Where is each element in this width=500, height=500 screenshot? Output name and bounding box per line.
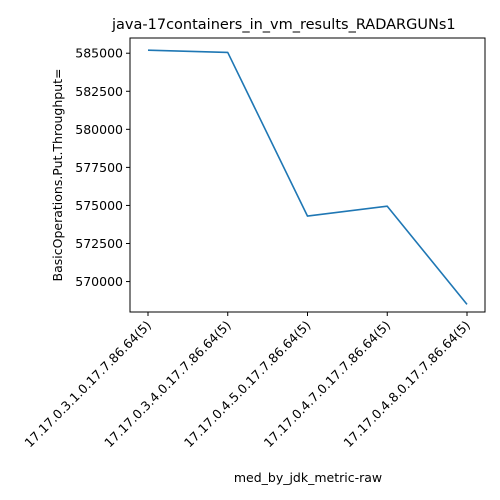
y-axis: 570000 572500 575000 577500 580000 582500 5850… [75,46,130,289]
y-tick-label: 577500 [75,160,123,175]
chart-title: java-17containers_in_vm_results_RADARGUN… [111,17,456,33]
y-tick-label: 570000 [75,274,123,289]
series-layer [147,49,468,305]
y-tick-label: 582500 [75,84,123,99]
x-axis-label: med_by_jdk_metric-raw [234,470,382,485]
y-tick-label: 585000 [75,46,123,61]
y-tick-label: 580000 [75,122,123,137]
y-tick-label: 575000 [75,198,123,213]
y-tick-label: 572500 [75,236,123,251]
y-axis-label: BasicOperations.Put.Throughput= [50,69,65,282]
